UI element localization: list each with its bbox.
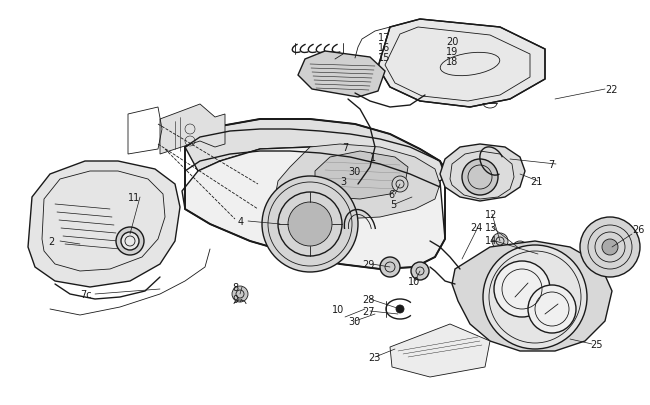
Polygon shape [28,162,180,287]
Circle shape [380,257,400,277]
Polygon shape [315,151,408,200]
Circle shape [580,217,640,277]
Text: 27: 27 [362,306,374,316]
Circle shape [483,245,587,349]
Text: 19: 19 [446,47,458,57]
Text: 9: 9 [232,294,238,304]
Text: 11: 11 [128,192,140,202]
Circle shape [512,241,528,257]
Text: 8: 8 [232,282,238,292]
Text: 30: 30 [348,166,360,177]
Text: 7: 7 [548,160,554,170]
Polygon shape [390,324,490,377]
Polygon shape [275,145,440,220]
Text: 6: 6 [388,190,394,200]
Text: 18: 18 [446,57,458,67]
Circle shape [396,305,404,313]
Text: 7: 7 [342,143,348,153]
Circle shape [532,246,548,262]
Text: 23: 23 [368,352,380,362]
Text: 4: 4 [238,216,244,226]
Circle shape [262,177,358,272]
Text: 10: 10 [332,304,345,314]
Text: 13: 13 [485,222,497,232]
Circle shape [528,285,576,333]
Text: 7c: 7c [80,289,92,299]
Circle shape [492,233,508,249]
Text: 21: 21 [530,177,542,187]
Circle shape [288,202,332,246]
Polygon shape [185,120,450,181]
Text: 16: 16 [378,43,390,53]
Text: 26: 26 [632,224,644,234]
Polygon shape [182,148,445,269]
Text: 12: 12 [485,209,497,220]
Polygon shape [378,20,545,108]
Circle shape [602,239,618,256]
Circle shape [116,228,144,256]
Text: 3: 3 [340,177,346,187]
Text: 29: 29 [362,259,374,269]
Circle shape [121,232,139,250]
Polygon shape [160,105,225,155]
Text: 5: 5 [390,200,396,209]
Circle shape [462,160,498,196]
Text: 20: 20 [446,37,458,47]
Circle shape [411,262,429,280]
Text: 30: 30 [348,316,360,326]
Text: 24: 24 [470,222,482,232]
Text: 10: 10 [408,276,421,286]
Text: 28: 28 [362,294,374,304]
Circle shape [392,177,408,192]
Circle shape [494,261,550,317]
Text: 25: 25 [590,339,603,349]
Text: 15: 15 [378,53,391,63]
Text: 14: 14 [485,235,497,245]
Text: 1: 1 [370,153,376,162]
Text: 22: 22 [605,85,617,95]
Polygon shape [452,241,612,351]
Polygon shape [298,52,385,98]
Circle shape [232,286,248,302]
Text: 17: 17 [378,33,391,43]
Polygon shape [440,145,525,202]
Text: 2: 2 [48,237,54,246]
